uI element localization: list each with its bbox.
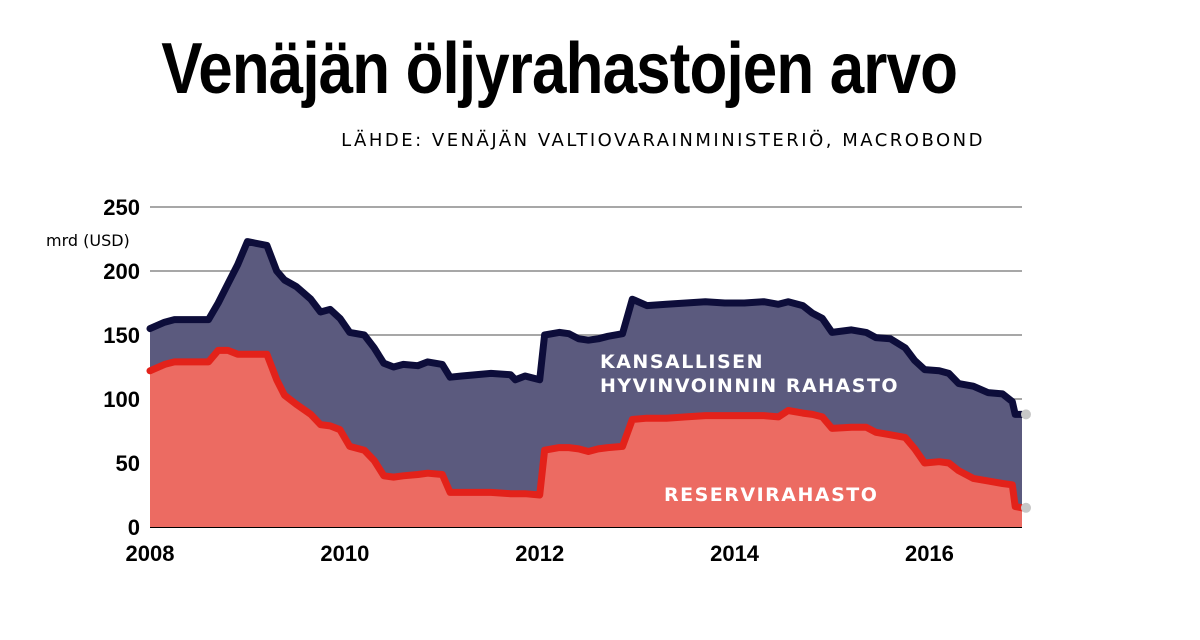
- reserve-fund-series-label: RESERVIRAHASTO: [664, 484, 878, 506]
- y-tick-label-250: 250: [103, 195, 140, 220]
- nwf-end-marker: [1021, 409, 1031, 420]
- y-axis-ticks: 0 50 100 150 200 250: [103, 195, 140, 540]
- y-axis-unit-label: mrd (USD): [46, 231, 130, 250]
- y-tick-label-0: 0: [128, 515, 140, 540]
- chart-areas: [146, 238, 1031, 527]
- reserve-fund-line: [146, 346, 1026, 512]
- nwf-series-label-line-1: KANSALLISEN: [600, 351, 764, 373]
- y-tick-label-100: 100: [103, 387, 140, 412]
- x-tick-label-2012: 2012: [515, 541, 564, 566]
- y-tick-label-200: 200: [103, 259, 140, 284]
- chart-title: Venäjän öljyrahastojen arvo: [161, 29, 958, 109]
- y-tick-label-150: 150: [103, 323, 140, 348]
- x-axis-ticks: 2008 2010 2012 2014 2016: [126, 541, 954, 566]
- source-note: LÄHDE: VENÄJÄN VALTIOVARAINMINISTERIÖ, M…: [341, 130, 985, 151]
- nwf-line: [146, 238, 1026, 418]
- x-tick-label-2016: 2016: [905, 541, 954, 566]
- x-tick-label-2014: 2014: [710, 541, 760, 566]
- x-tick-label-2008: 2008: [126, 541, 175, 566]
- reserve-fund-area: [150, 350, 1022, 527]
- y-tick-label-50: 50: [116, 451, 140, 476]
- nwf-series-label-line-2: HYVINVOINNIN RAHASTO: [600, 375, 899, 397]
- reserve-fund-end-marker: [1021, 502, 1031, 513]
- x-tick-label-2010: 2010: [320, 541, 369, 566]
